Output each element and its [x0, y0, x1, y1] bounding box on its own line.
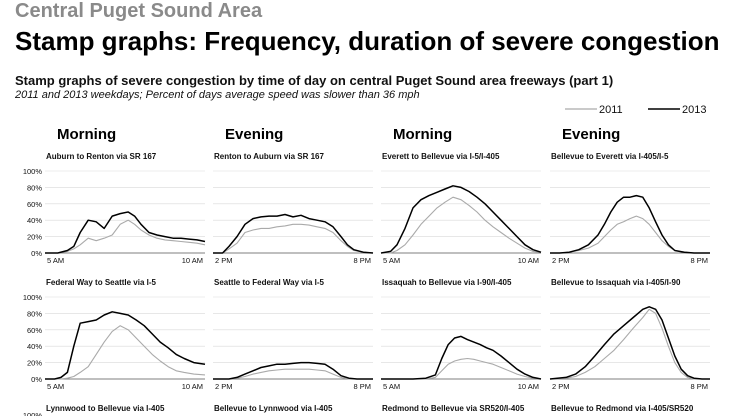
- column-header-1: Evening: [225, 126, 283, 143]
- series-line-2013: [380, 185, 542, 254]
- y-tick-label: 60%: [27, 200, 42, 209]
- x-tick-label: 8 PM: [690, 382, 708, 391]
- panel-title: Auburn to Renton via SR 167: [46, 152, 157, 161]
- y-tick-label: 80%: [27, 309, 42, 318]
- series-line-2011: [381, 357, 542, 380]
- panel-title: Everett to Bellevue via I-5/I-405: [382, 152, 500, 161]
- legend-label-2011: 2011: [599, 104, 623, 116]
- y-tick-label: 20%: [27, 233, 42, 242]
- panel-title: Renton to Auburn via SR 167: [214, 152, 324, 161]
- panel-title: Lynnwood to Bellevue via I-405: [46, 404, 165, 413]
- series-line-2011: [550, 215, 710, 254]
- y-tick-label: 0%: [31, 375, 42, 384]
- panel-title: Bellevue to Issaquah via I-405/I-90: [551, 278, 681, 287]
- figure-note: 2011 and 2013 weekdays; Percent of days …: [15, 89, 420, 101]
- x-tick-label: 8 PM: [690, 256, 708, 265]
- x-tick-label: 5 AM: [383, 256, 400, 265]
- panel-title: Bellevue to Everett via I-405/I-5: [551, 152, 669, 161]
- x-tick-label: 8 PM: [353, 382, 371, 391]
- panel-title: Federal Way to Seattle via I-5: [46, 278, 157, 287]
- column-header-2: Morning: [393, 126, 452, 143]
- x-tick-label: 2 PM: [552, 382, 570, 391]
- series-line-2011: [381, 196, 542, 254]
- series-line-2011: [45, 219, 206, 254]
- x-tick-label: 5 AM: [383, 382, 400, 391]
- x-tick-label: 10 AM: [518, 256, 539, 265]
- y-tick-label: 40%: [27, 216, 42, 225]
- x-tick-label: 2 PM: [215, 382, 233, 391]
- y-tick-label: 0%: [31, 249, 42, 258]
- series-line-2013: [549, 306, 710, 380]
- panel-title: Redmond to Bellevue via SR520/I-405: [382, 404, 525, 413]
- panel-title: Bellevue to Lynnwood via I-405: [214, 404, 333, 413]
- series-line-2011: [45, 325, 206, 380]
- figure-subtitle: Stamp graphs of severe congestion by tim…: [15, 73, 614, 88]
- y-tick-label: 20%: [27, 359, 42, 368]
- column-header-3: Evening: [562, 126, 620, 143]
- x-tick-label: 2 PM: [215, 256, 233, 265]
- y-tick-label: 60%: [27, 326, 42, 335]
- panel-title: Bellevue to Redmond via I-405/SR520: [551, 404, 694, 413]
- x-tick-label: 5 AM: [47, 382, 64, 391]
- column-header-0: Morning: [57, 126, 116, 143]
- x-tick-label: 10 AM: [518, 382, 539, 391]
- legend-label-2013: 2013: [682, 104, 706, 116]
- panel-title: Issaquah to Bellevue via I-90/I-405: [382, 278, 512, 287]
- series-line-2011: [213, 368, 373, 380]
- x-tick-label: 5 AM: [47, 256, 64, 265]
- series-line-2013: [381, 335, 542, 380]
- series-line-2013: [213, 213, 374, 254]
- series-line-2013: [213, 361, 373, 380]
- y-tick-label: 100%: [23, 293, 43, 302]
- panel-title: Seattle to Federal Way via I-5: [214, 278, 325, 287]
- series-line-2013: [550, 194, 710, 254]
- y-tick-label: 100%: [23, 411, 43, 416]
- series-line-2013: [45, 211, 206, 254]
- series-line-2011: [213, 223, 374, 254]
- x-tick-label: 2 PM: [552, 256, 570, 265]
- series-line-2011: [549, 308, 710, 380]
- region-title: Central Puget Sound Area: [15, 0, 263, 22]
- x-tick-label: 10 AM: [182, 382, 203, 391]
- x-tick-label: 10 AM: [182, 256, 203, 265]
- x-tick-label: 8 PM: [353, 256, 371, 265]
- y-tick-label: 40%: [27, 342, 42, 351]
- page-title: Stamp graphs: Frequency, duration of sev…: [15, 26, 720, 56]
- y-tick-label: 100%: [23, 167, 43, 176]
- y-tick-label: 80%: [27, 183, 42, 192]
- series-line-2013: [45, 311, 206, 380]
